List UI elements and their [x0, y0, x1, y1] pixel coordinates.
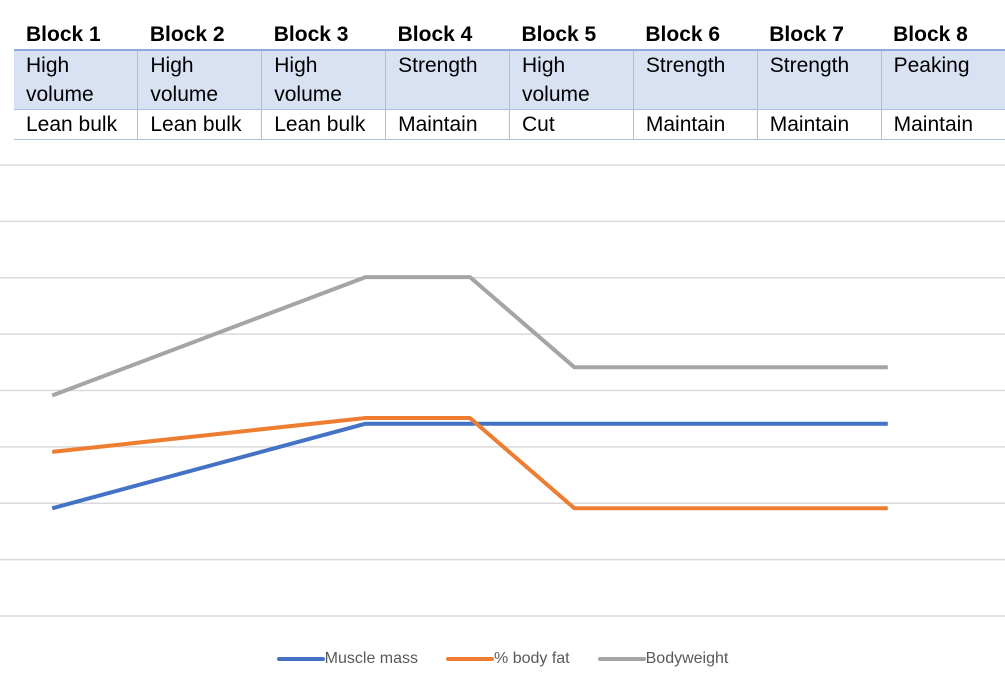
block-header-cell: Block 5: [509, 20, 634, 51]
legend-label: Muscle mass: [324, 650, 419, 667]
training-plan-table: Block 1 Block 2 Block 3 Block 4 Block 5 Block…: [14, 20, 1005, 140]
gridlines: [0, 164, 1005, 617]
diet-phase-cell: Cut: [509, 109, 634, 140]
diet-phase-row: Lean bulk Lean bulk Lean bulk Maintain Cut Ma…: [14, 109, 1005, 140]
block-header-cell: Block 8: [881, 20, 1005, 51]
training-focus-cell: High volume: [509, 50, 634, 110]
training-focus-cell: Strength: [385, 50, 510, 110]
series-line-body-fat: [51, 416, 888, 511]
training-focus-cell: High volume: [137, 50, 262, 110]
block-header-cell: Block 6: [633, 20, 758, 51]
diet-phase-cell: Maintain: [385, 109, 510, 140]
training-focus-row: High volume High volume High volume Strengt…: [14, 50, 1005, 110]
training-focus-cell: High volume: [261, 50, 386, 110]
diet-phase-cell: Maintain: [632, 109, 758, 140]
block-header-cell: Block 3: [261, 20, 386, 51]
legend-item: % body fat: [446, 650, 570, 668]
diet-phase-cell: Maintain: [880, 109, 1005, 140]
legend-swatch: [597, 657, 646, 661]
block-header-row: Block 1 Block 2 Block 3 Block 4 Block 5 Block…: [14, 20, 1005, 51]
training-focus-cell: Strength: [756, 50, 882, 110]
block-header-cell: Block 1: [14, 20, 138, 51]
legend-swatch: [446, 657, 495, 661]
training-focus-cell: Strength: [632, 50, 758, 110]
diet-phase-cell: Maintain: [756, 109, 882, 140]
legend-item: Bodyweight: [597, 650, 729, 668]
series-line-bodyweight: [51, 275, 888, 398]
legend-label: % body fat: [494, 650, 570, 667]
block-header-cell: Block 7: [757, 20, 882, 51]
block-header-cell: Block 2: [137, 20, 262, 51]
series-lines: [51, 275, 888, 511]
series-line-muscle-mass: [51, 421, 888, 511]
block-header-cell: Block 4: [385, 20, 510, 51]
diet-phase-cell: Lean bulk: [137, 109, 262, 140]
training-focus-cell: Peaking: [880, 50, 1005, 110]
training-focus-cell: High volume: [14, 50, 138, 110]
legend-swatch: [276, 657, 325, 661]
diet-phase-cell: Lean bulk: [14, 109, 138, 140]
legend-item: Muscle mass: [276, 650, 419, 668]
chart-legend: Muscle mass % body fat Bodyweight: [0, 650, 1005, 668]
legend-label: Bodyweight: [645, 650, 729, 667]
diet-phase-cell: Lean bulk: [261, 109, 386, 140]
